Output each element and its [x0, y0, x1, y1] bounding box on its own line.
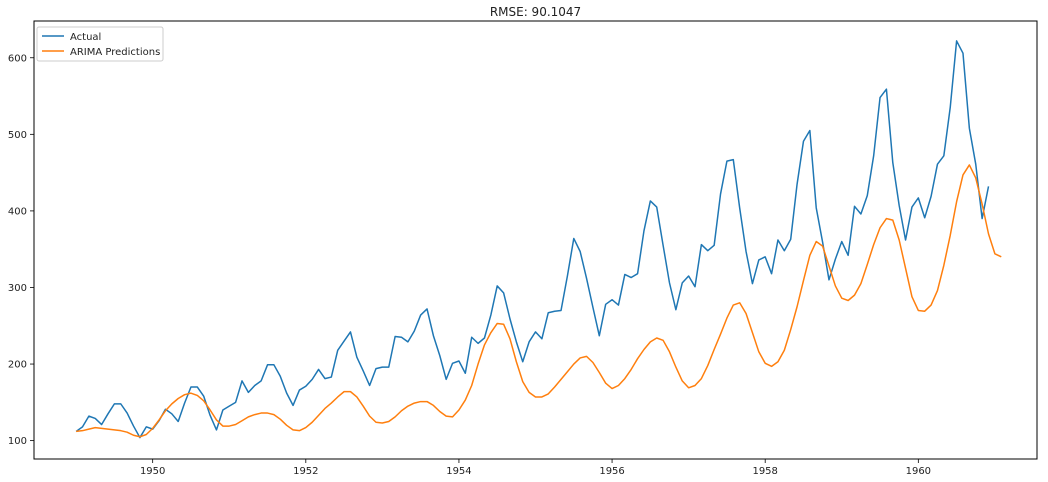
x-tick-label: 1958 — [752, 466, 777, 477]
x-tick-label: 1952 — [293, 466, 318, 477]
y-tick-label: 100 — [8, 436, 27, 447]
series-line-actual — [75, 40, 990, 439]
legend: Actual ARIMA Predictions — [36, 26, 164, 62]
series-lines — [75, 40, 1002, 439]
y-tick-label: 300 — [8, 283, 27, 294]
series-line-arima-predictions — [76, 164, 1002, 438]
x-tick-label: 1950 — [140, 466, 165, 477]
chart-title: RMSE: 90.1047 — [490, 5, 581, 19]
legend-label-actual: Actual — [70, 32, 101, 43]
y-tick-label: 500 — [8, 130, 27, 141]
y-axis-ticks: 100 200 300 400 500 600 — [8, 53, 34, 447]
x-tick-label: 1956 — [599, 466, 624, 477]
x-axis-ticks: 1950 1952 1954 1956 1958 1960 — [140, 459, 931, 477]
y-tick-label: 600 — [8, 53, 27, 64]
plot-area — [33, 20, 1038, 460]
y-tick-label: 200 — [8, 360, 27, 371]
y-tick-label: 400 — [8, 206, 27, 217]
x-tick-label: 1954 — [446, 466, 471, 477]
legend-box — [36, 26, 164, 62]
legend-label-arima: ARIMA Predictions — [70, 47, 160, 58]
x-tick-label: 1960 — [906, 466, 931, 477]
